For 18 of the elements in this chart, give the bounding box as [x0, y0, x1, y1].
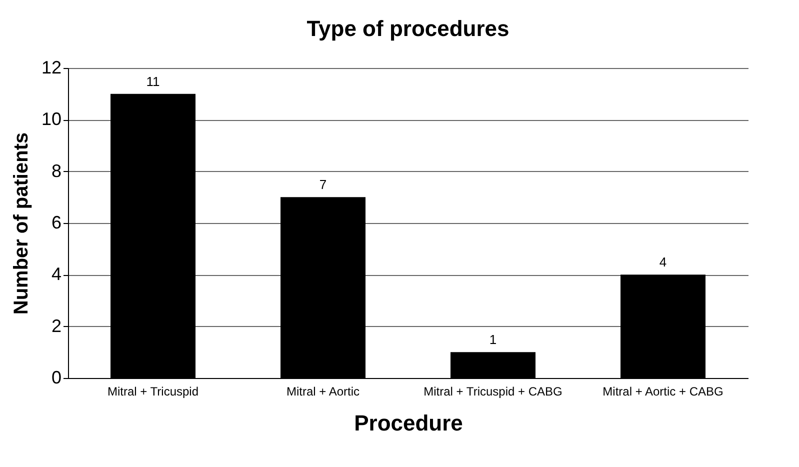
- data-label: 7: [319, 177, 327, 192]
- y-tick-label: 10: [41, 109, 62, 130]
- y-tick-label: 4: [51, 264, 62, 284]
- y-tick-label: 0: [51, 368, 62, 388]
- x-tick-label: Mitral + Aortic + CABG: [602, 384, 724, 398]
- y-tick-label: 12: [41, 58, 62, 78]
- y-axis-title: Number of patients: [10, 132, 32, 315]
- data-label: 1: [489, 332, 497, 348]
- data-label: 11: [146, 74, 160, 89]
- x-axis-title: Procedure: [354, 410, 463, 436]
- y-tick-label: 2: [51, 316, 62, 336]
- x-tick-label: Mitral + Tricuspid: [107, 384, 199, 398]
- y-tick-label: 6: [51, 212, 62, 232]
- y-tick-label: 8: [51, 160, 62, 181]
- data-label: 4: [659, 254, 667, 270]
- chart-title: Type of procedures: [306, 16, 510, 41]
- x-tick-label: Mitral + Tricuspid + CABG: [424, 384, 562, 398]
- x-tick-label: Mitral + Aortic: [286, 384, 360, 398]
